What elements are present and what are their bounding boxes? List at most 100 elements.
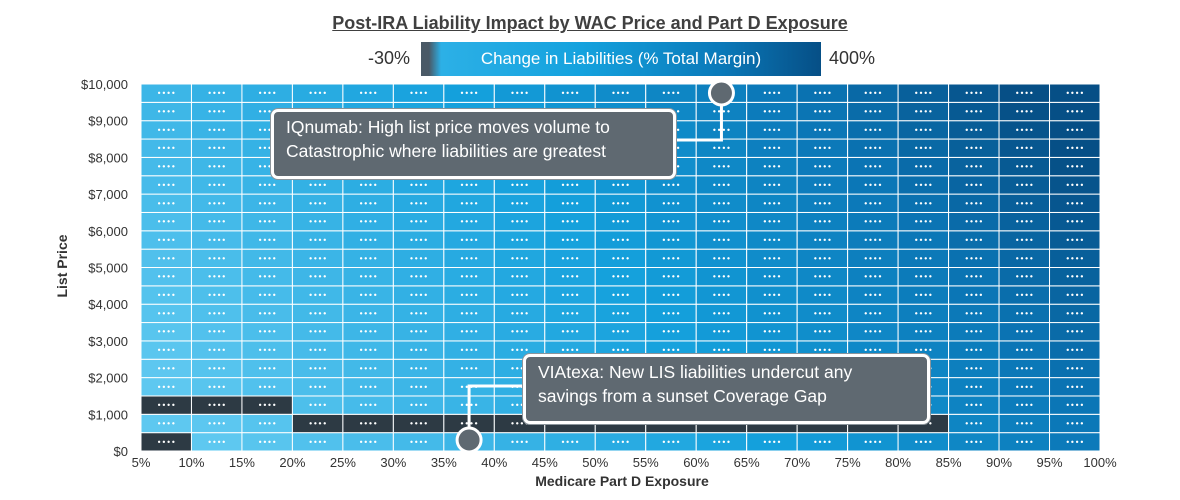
- cell-label: ••••: [207, 419, 226, 428]
- cell-label: ••••: [561, 218, 580, 227]
- cell-label: ••••: [662, 181, 681, 190]
- x-axis-title: Medicare Part D Exposure: [535, 473, 709, 489]
- cell-label: ••••: [258, 328, 277, 337]
- cell-label: ••••: [863, 181, 882, 190]
- cell-label: ••••: [157, 364, 176, 373]
- cell-label: ••••: [258, 163, 277, 172]
- cell-label: ••••: [157, 309, 176, 318]
- cell-label: ••••: [914, 309, 933, 318]
- cell-label: ••••: [561, 328, 580, 337]
- cell-label: ••••: [460, 291, 479, 300]
- cell-label: ••••: [762, 254, 781, 263]
- cell-label: ••••: [662, 273, 681, 282]
- cell-label: ••••: [662, 199, 681, 208]
- cell-label: ••••: [712, 181, 731, 190]
- cell-label: ••••: [157, 401, 176, 410]
- cell-label: ••••: [409, 383, 428, 392]
- cell-label: ••••: [762, 309, 781, 318]
- cell-label: ••••: [258, 383, 277, 392]
- cell-label: ••••: [712, 163, 731, 172]
- cell-label: ••••: [308, 218, 327, 227]
- cell-label: ••••: [258, 401, 277, 410]
- cell-label: ••••: [308, 273, 327, 282]
- cell-label: ••••: [611, 273, 630, 282]
- cell-label: ••••: [460, 89, 479, 98]
- cell-label: ••••: [258, 144, 277, 153]
- x-tick-label: 45%: [532, 455, 558, 470]
- cell-label: ••••: [409, 218, 428, 227]
- cell-label: ••••: [561, 236, 580, 245]
- x-tick-label: 80%: [885, 455, 911, 470]
- cell-label: ••••: [1015, 346, 1034, 355]
- cell-label: ••••: [207, 383, 226, 392]
- cell-label: ••••: [561, 199, 580, 208]
- cell-label: ••••: [813, 108, 832, 117]
- cell-label: ••••: [914, 291, 933, 300]
- cell-label: ••••: [157, 163, 176, 172]
- cell-label: ••••: [712, 199, 731, 208]
- cell-label: ••••: [712, 144, 731, 153]
- cell-label: ••••: [561, 309, 580, 318]
- cell-label: ••••: [258, 236, 277, 245]
- cell-label: ••••: [662, 328, 681, 337]
- cell-label: ••••: [359, 273, 378, 282]
- cell-label: ••••: [207, 181, 226, 190]
- cell-label: ••••: [712, 328, 731, 337]
- cell-label: ••••: [914, 144, 933, 153]
- x-tick-label: 40%: [481, 455, 507, 470]
- cell-label: ••••: [258, 181, 277, 190]
- cell-label: ••••: [1015, 218, 1034, 227]
- cell-label: ••••: [762, 163, 781, 172]
- cell-label: ••••: [813, 199, 832, 208]
- cell-label: ••••: [964, 181, 983, 190]
- cell-label: ••••: [258, 309, 277, 318]
- cell-label: ••••: [510, 254, 529, 263]
- cell-label: ••••: [964, 199, 983, 208]
- x-tick-label: 75%: [835, 455, 861, 470]
- cell-label: ••••: [712, 309, 731, 318]
- cell-label: ••••: [359, 236, 378, 245]
- cell-label: ••••: [914, 328, 933, 337]
- cell-label: ••••: [510, 364, 529, 373]
- cell-label: ••••: [914, 89, 933, 98]
- cell-label: ••••: [561, 181, 580, 190]
- cell-label: ••••: [258, 126, 277, 135]
- cell-label: ••••: [813, 346, 832, 355]
- cell-label: ••••: [762, 273, 781, 282]
- cell-label: ••••: [359, 401, 378, 410]
- cell-label: ••••: [359, 181, 378, 190]
- cell-label: ••••: [762, 236, 781, 245]
- cell-label: ••••: [1015, 144, 1034, 153]
- cell-label: ••••: [813, 291, 832, 300]
- cell-label: ••••: [561, 273, 580, 282]
- cell-label: ••••: [863, 126, 882, 135]
- cell-label: ••••: [308, 89, 327, 98]
- cell-label: ••••: [813, 89, 832, 98]
- legend-min-label: -30%: [368, 48, 411, 68]
- cell-label: ••••: [157, 108, 176, 117]
- y-tick-label: $3,000: [88, 334, 128, 349]
- cell-label: ••••: [762, 89, 781, 98]
- cell-label: ••••: [409, 273, 428, 282]
- cell-label: ••••: [964, 419, 983, 428]
- cell-label: ••••: [1065, 364, 1084, 373]
- x-tick-label: 95%: [1037, 455, 1063, 470]
- cell-label: ••••: [359, 383, 378, 392]
- cell-label: ••••: [207, 199, 226, 208]
- cell-label: ••••: [964, 291, 983, 300]
- x-tick-label: 60%: [683, 455, 709, 470]
- cell-label: ••••: [964, 328, 983, 337]
- legend-gradient-bar: Change in Liabilities (% Total Margin): [421, 42, 821, 76]
- cell-label: ••••: [863, 199, 882, 208]
- cell-label: ••••: [157, 199, 176, 208]
- cell-label: ••••: [1065, 383, 1084, 392]
- y-tick-label: $0: [114, 444, 128, 459]
- x-tick-label: 35%: [431, 455, 457, 470]
- cell-label: ••••: [157, 144, 176, 153]
- cell-label: ••••: [510, 236, 529, 245]
- cell-label: ••••: [308, 254, 327, 263]
- cell-label: ••••: [510, 346, 529, 355]
- cell-label: ••••: [460, 254, 479, 263]
- callout-marker: [707, 79, 735, 107]
- cell-label: ••••: [409, 254, 428, 263]
